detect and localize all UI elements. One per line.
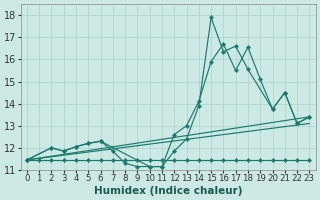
X-axis label: Humidex (Indice chaleur): Humidex (Indice chaleur) — [94, 186, 242, 196]
